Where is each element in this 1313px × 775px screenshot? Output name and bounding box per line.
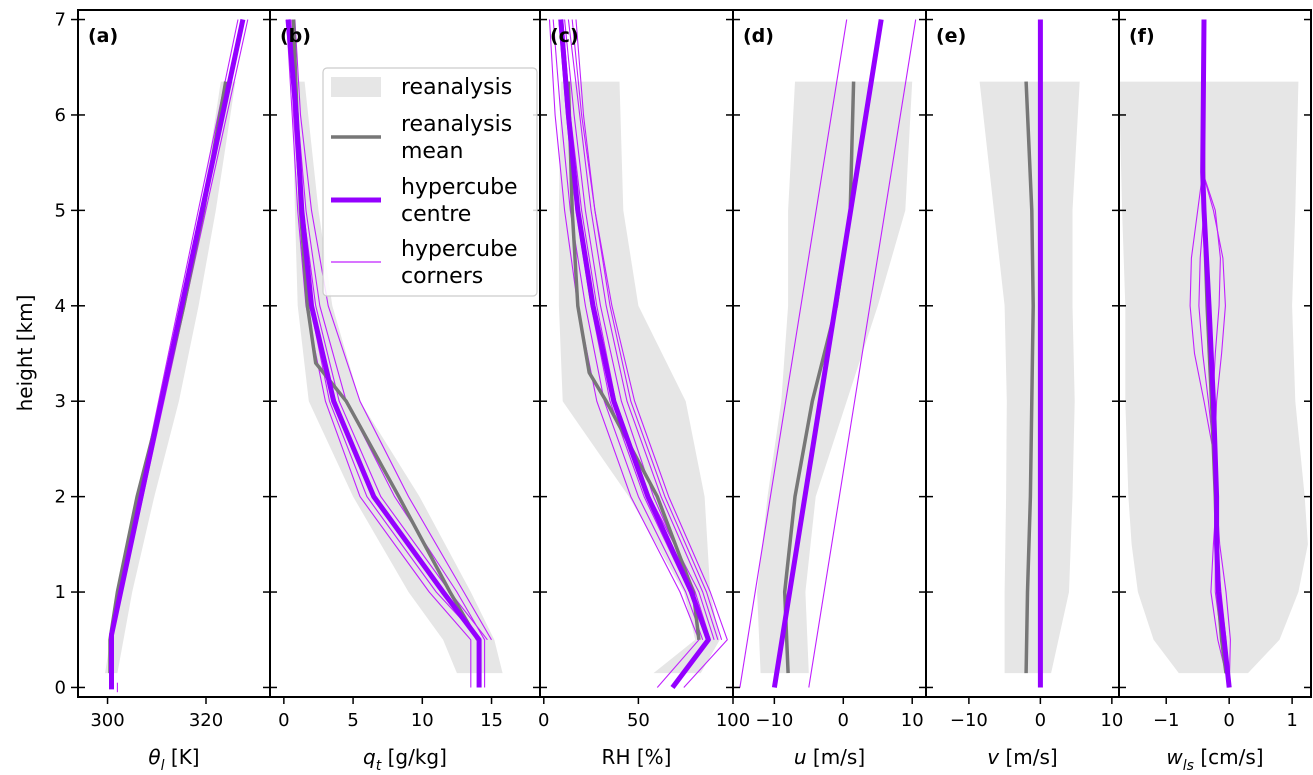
reanalysis-mean-line bbox=[1024, 81, 1035, 674]
y-tick-label: 4 bbox=[55, 296, 66, 317]
y-tick-label: 5 bbox=[55, 200, 66, 221]
x-tick-label: 0 bbox=[838, 710, 849, 731]
panel-label: (e) bbox=[936, 25, 966, 47]
legend-label-reanalysis: reanalysis bbox=[401, 75, 512, 100]
panel-label: (d) bbox=[743, 25, 774, 47]
x-tick-label: 300 bbox=[90, 710, 124, 731]
x-tick-label: 0 bbox=[538, 710, 549, 731]
panel-0: 0 1 2 3 4 5 6 7 300 320 θl [K] (a) bbox=[55, 9, 271, 774]
x-tick-label: 320 bbox=[189, 710, 223, 731]
y-tick-label: 1 bbox=[55, 582, 66, 603]
hypercube-corner-line-0 bbox=[286, 19, 472, 688]
hypercube-corner-line-2 bbox=[294, 19, 492, 641]
hypercube-centre-line bbox=[771, 19, 884, 688]
x-axis-label: RH [%] bbox=[602, 745, 672, 769]
panel-2: 0 50 100 RH [%] (c) bbox=[538, 9, 750, 769]
reanalysis-band bbox=[105, 81, 236, 674]
hypercube-corner-line-1 bbox=[1189, 172, 1230, 688]
x-tick-label: 0 bbox=[1035, 710, 1046, 731]
hypercube-corner-line-0 bbox=[548, 19, 700, 688]
legend-label-reanalysis-mean-1: reanalysis bbox=[401, 112, 512, 137]
plot-area-0 bbox=[105, 18, 249, 693]
x-axis-label: v [m/s] bbox=[987, 745, 1057, 769]
x-axis-label: wls [cm/s] bbox=[1166, 745, 1263, 774]
panel-label: (f) bbox=[1129, 25, 1155, 47]
x-tick-label: −10 bbox=[755, 710, 793, 731]
x-axis-label: θl [K] bbox=[148, 745, 199, 774]
plot-area-5 bbox=[1119, 19, 1308, 688]
x-tick-label: 10 bbox=[411, 710, 434, 731]
panel-4: −10 0 10 v [m/s] (e) bbox=[925, 9, 1123, 769]
legend-label-centre-2: centre bbox=[401, 202, 471, 227]
legend-label-centre-1: hypercube bbox=[401, 175, 518, 200]
legend: reanalysis reanalysis mean hypercube cen… bbox=[322, 67, 538, 297]
hypercube-corner-line-3 bbox=[288, 19, 481, 641]
reanalysis-band bbox=[757, 81, 913, 674]
legend-label-corners-1: hypercube bbox=[401, 237, 518, 262]
y-tick-label: 2 bbox=[55, 487, 66, 508]
hypercube-corner-line-7 bbox=[575, 19, 723, 640]
x-tick-label: 1 bbox=[1286, 710, 1297, 731]
x-tick-label: 10 bbox=[1100, 710, 1123, 731]
reanalysis-mean-line bbox=[566, 81, 701, 641]
legend-label-corners-2: corners bbox=[401, 264, 483, 289]
x-tick-label: 15 bbox=[480, 710, 503, 731]
x-axis-label: u [m/s] bbox=[794, 745, 865, 769]
x-tick-label: 50 bbox=[627, 710, 650, 731]
panel-label: (b) bbox=[280, 25, 311, 47]
panel-3: −10 0 10 u [m/s] (d) bbox=[732, 9, 927, 769]
y-tick-label: 6 bbox=[55, 105, 66, 126]
hypercube-corner-line-2 bbox=[552, 19, 704, 640]
plot-area-3 bbox=[739, 19, 917, 688]
hypercube-corner-line-4 bbox=[567, 19, 719, 640]
hypercube-centre-line bbox=[285, 19, 482, 688]
x-axis-label: qt [g/kg] bbox=[363, 745, 447, 774]
legend-label-reanalysis-mean-2: mean bbox=[401, 139, 463, 164]
x-tick-label: 5 bbox=[347, 710, 358, 731]
y-tick-label: 3 bbox=[55, 391, 66, 412]
x-tick-label: 100 bbox=[716, 710, 750, 731]
panel-5: −1 0 1 wls [cm/s] (f) bbox=[1118, 9, 1312, 774]
x-tick-label: 0 bbox=[1223, 710, 1234, 731]
x-tick-label: −1 bbox=[1153, 710, 1180, 731]
plot-area-2 bbox=[548, 19, 728, 690]
legend-frame bbox=[322, 67, 538, 297]
hypercube-centre-line bbox=[558, 19, 711, 690]
hypercube-corner-line-0 bbox=[739, 19, 848, 688]
panel-label: (c) bbox=[550, 25, 579, 47]
reanalysis-band bbox=[558, 81, 720, 674]
reanalysis-band bbox=[292, 81, 503, 674]
plot-area-1 bbox=[285, 19, 503, 688]
x-tick-label: −10 bbox=[950, 710, 988, 731]
reanalysis-band bbox=[979, 81, 1080, 674]
y-tick-label: 0 bbox=[55, 677, 66, 698]
plot-area-4 bbox=[979, 19, 1080, 688]
hypercube-corner-line-1 bbox=[571, 19, 728, 688]
x-tick-label: 0 bbox=[278, 710, 289, 731]
panel-1: 0 5 10 15 qt [g/kg] (b) bbox=[269, 9, 541, 774]
legend-swatch-reanalysis bbox=[331, 77, 381, 97]
y-tick-label: 7 bbox=[55, 10, 66, 31]
panel-label: (a) bbox=[88, 25, 118, 47]
panel-frame bbox=[1118, 9, 1312, 698]
y-axis-label: height [km] bbox=[13, 295, 37, 412]
hypercube-centre-line bbox=[109, 18, 246, 690]
hypercube-centre-line bbox=[1200, 19, 1232, 688]
x-tick-label: 10 bbox=[901, 710, 924, 731]
hypercube-corner-line-1 bbox=[808, 19, 917, 688]
